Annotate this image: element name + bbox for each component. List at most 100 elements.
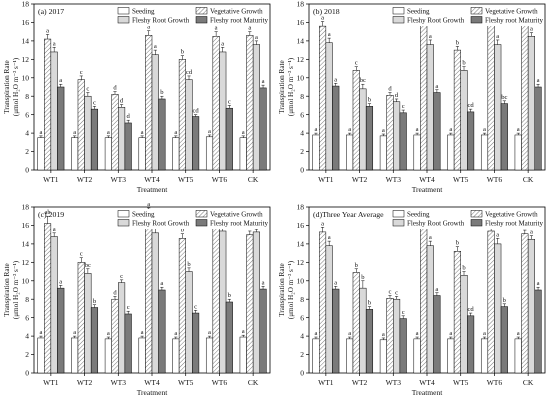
bar-WT5-4	[192, 312, 200, 374]
x-axis-title: Treatment	[412, 185, 443, 194]
bar-WT3-3	[118, 107, 126, 171]
sig-label: b	[503, 297, 507, 304]
y-axis-title: Transpiration Rate(μmol H₂O m⁻² s⁻¹)	[3, 57, 20, 116]
bar-WT1-1	[312, 134, 320, 171]
bar-WT3-1	[104, 338, 112, 374]
bar-WT2-3	[359, 88, 367, 171]
bar-CK-4	[534, 289, 542, 374]
sig-label: a	[328, 31, 331, 38]
legend-bg	[116, 209, 268, 229]
y-tick-label: 18	[297, 203, 305, 212]
sig-label: a	[496, 231, 499, 238]
bar-WT4-4	[433, 92, 441, 171]
y-tick-label: 8	[300, 92, 304, 101]
legend-swatch	[392, 16, 405, 24]
bar-WT2-2	[77, 79, 85, 171]
y-tick-label: 4	[300, 129, 304, 138]
y-tick-label: 2	[300, 350, 304, 359]
x-tick-label: WT6	[212, 378, 228, 387]
bar-WT6-3	[219, 230, 227, 374]
sig-label: d	[120, 98, 124, 105]
sig-label: cd	[186, 69, 193, 76]
bar-WT3-2	[111, 298, 119, 374]
bar-WT4-1	[138, 337, 146, 374]
sig-label: ab	[44, 209, 51, 216]
x-tick-label: WT3	[111, 378, 127, 387]
bar-CK-3	[527, 239, 535, 374]
bar-WT6-2	[487, 24, 495, 171]
bar-WT2-1	[71, 137, 79, 171]
y-tick-label: 14	[297, 36, 305, 45]
y-tick-label: 10	[22, 276, 30, 285]
chart-panel-3: 024681012141618WT1aabaaWT2acbcbWT3adccWT…	[3, 201, 271, 397]
sig-label: d	[127, 113, 131, 120]
x-tick-label: WT3	[111, 175, 127, 184]
y-axis-title-line1: Transpiration Rate	[278, 60, 286, 113]
bar-CK-4	[259, 288, 267, 374]
bar-WT3-2	[386, 95, 394, 171]
x-tick-label: WT2	[77, 175, 93, 184]
y-tick-label: 16	[22, 221, 30, 230]
y-tick-label: 14	[22, 36, 30, 45]
bar-CK-1	[239, 336, 247, 374]
bar-WT6-2	[212, 223, 220, 374]
sig-label: b	[456, 39, 460, 46]
bar-WT5-1	[447, 134, 455, 171]
bar-WT4-4	[158, 289, 166, 374]
legend-swatch	[195, 16, 208, 24]
y-tick-label: 0	[300, 166, 304, 175]
x-tick-label: WT1	[43, 378, 59, 387]
x-tick-label: WT1	[318, 378, 334, 387]
y-tick-label: 4	[25, 129, 29, 138]
legend-swatch	[392, 7, 405, 15]
bar-CK-4	[534, 86, 542, 171]
y-tick-label: 12	[22, 258, 30, 267]
sig-label: a	[73, 329, 76, 336]
sig-label: a	[314, 330, 317, 337]
bar-WT2-2	[352, 272, 360, 374]
bar-WT5-4	[467, 315, 475, 374]
sig-label: a	[314, 126, 317, 133]
sig-label: c	[355, 60, 358, 67]
bar-WT4-3	[151, 232, 159, 374]
bar-WT5-4	[467, 111, 475, 171]
y-tick-label: 12	[22, 55, 30, 64]
y-tick-label: 16	[297, 221, 305, 230]
bar-WT4-1	[413, 134, 421, 171]
sig-label: a	[147, 201, 150, 208]
bar-CK-2	[521, 24, 529, 171]
bar-WT1-3	[325, 42, 333, 171]
y-tick-label: 4	[300, 332, 304, 341]
sig-label: a	[496, 33, 499, 40]
sig-label: a	[435, 286, 438, 293]
legend-label: Seeding	[407, 8, 430, 16]
bar-WT1-2	[44, 38, 52, 171]
sig-label: c	[402, 309, 405, 316]
bar-WT6-4	[225, 107, 233, 171]
bar-CK-2	[246, 35, 254, 171]
panel-label: (c) 2019	[38, 210, 64, 219]
sig-label: d	[113, 85, 117, 92]
sig-label: b	[368, 300, 372, 307]
bar-WT1-4	[332, 85, 340, 171]
bar-WT6-4	[500, 103, 508, 171]
y-axis-title: Transpiration Rate(μmol H₂O m⁻² s⁻¹)	[3, 260, 20, 319]
legend-swatch	[117, 210, 130, 218]
y-axis-title-line1: Transpiration Rate	[3, 60, 11, 113]
y-axis-title-line2: (μmol H₂O m⁻² s⁻¹)	[287, 57, 295, 116]
bar-CK-3	[527, 36, 535, 171]
bar-WT3-4	[399, 112, 407, 171]
legend-swatch	[117, 7, 130, 15]
bar-WT6-3	[219, 51, 227, 171]
legend-label: Vegetative Growth	[210, 8, 263, 16]
bar-WT2-2	[352, 70, 360, 171]
sig-label: a	[174, 330, 177, 337]
bar-WT5-2	[178, 59, 186, 171]
sig-label: a	[242, 129, 245, 136]
bar-WT4-1	[138, 137, 146, 171]
sig-label: b	[181, 227, 185, 234]
bar-WT2-1	[346, 338, 354, 374]
